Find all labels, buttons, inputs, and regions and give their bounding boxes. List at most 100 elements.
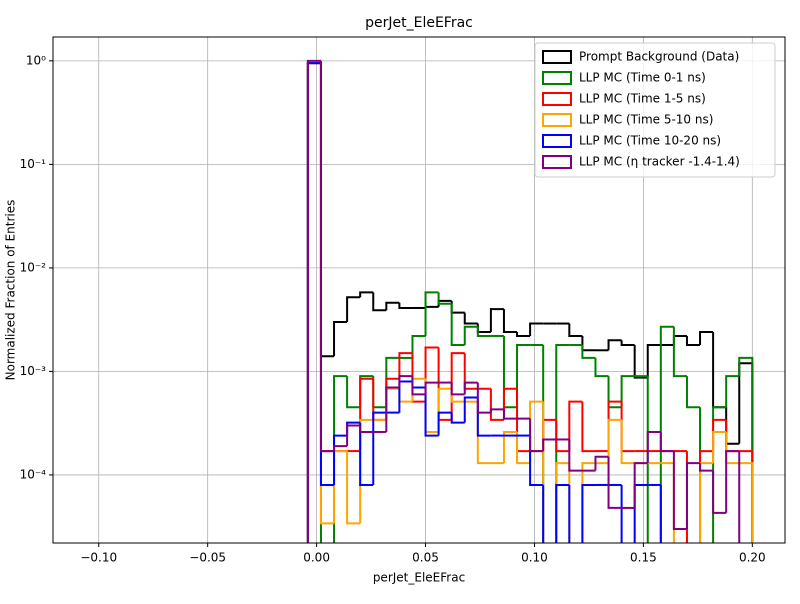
histogram-bin	[739, 462, 754, 543]
histogram-bin	[424, 381, 439, 395]
histogram-bin	[646, 376, 649, 543]
x-tick-label: 0.15	[630, 551, 657, 565]
x-tick-label: 0.10	[521, 551, 548, 565]
histogram-bin	[463, 312, 478, 325]
histogram-bin	[398, 388, 413, 403]
histogram-bin	[346, 296, 361, 323]
histogram-bin	[398, 352, 413, 379]
ticks: −0.10 −0.05 0.00 0.05 0.10 0.15 0.20 10⁻⁴ 10⁻³ 10…	[20, 53, 766, 564]
histogram-bin	[372, 292, 387, 312]
histogram-bin	[581, 335, 596, 352]
x-tick-label: −0.05	[189, 551, 226, 565]
histogram-bin	[620, 401, 635, 453]
histogram-bin	[450, 382, 465, 396]
histogram-bin	[502, 430, 518, 464]
x-axis-label: perJet_EleEFrac	[373, 571, 465, 585]
histogram-bin	[739, 450, 754, 543]
histogram-bin	[333, 445, 348, 452]
histogram-bin	[568, 484, 571, 543]
histogram-bin	[516, 332, 531, 337]
histogram-bin	[568, 323, 583, 337]
histogram-bin	[437, 387, 452, 432]
histogram-bin	[476, 397, 491, 437]
histogram-bin	[437, 411, 452, 436]
histogram-bin	[398, 375, 413, 388]
histogram-bin	[319, 63, 335, 486]
histogram-bin	[529, 418, 544, 453]
histogram-bin	[424, 291, 439, 336]
histogram-bin	[319, 63, 335, 453]
histogram-bin	[646, 430, 661, 464]
histogram-bin	[685, 376, 701, 409]
histogram-bin	[542, 401, 545, 543]
histogram-bin	[738, 356, 754, 543]
histogram-bin	[476, 323, 491, 334]
histogram-bin	[359, 375, 374, 408]
histogram-bin	[633, 462, 648, 508]
histogram-bin	[437, 292, 452, 305]
histogram-bin	[581, 462, 596, 543]
plot-area	[306, 59, 754, 543]
histogram-bin	[333, 434, 348, 485]
histogram-bin	[411, 381, 426, 389]
histogram-bin	[568, 463, 571, 543]
histogram-bin	[620, 484, 623, 543]
histogram-bin	[372, 376, 387, 409]
histogram-bin	[463, 381, 478, 395]
histogram-bin	[502, 309, 518, 334]
x-tick-label: 0.00	[303, 551, 330, 565]
histogram-bin	[385, 386, 400, 432]
histogram-bin	[712, 430, 727, 464]
legend-swatch	[542, 92, 572, 106]
legend-label: LLP MC (Time 10-20 ns)	[579, 134, 721, 148]
histogram-bin	[346, 376, 361, 409]
x-tick-label: −0.10	[80, 551, 117, 565]
histogram-bin	[659, 325, 674, 543]
histogram-bin	[346, 451, 361, 525]
histogram-bin	[333, 450, 348, 524]
histogram-bin	[398, 380, 413, 413]
histogram-bin	[319, 63, 335, 358]
histogram-bin	[620, 375, 635, 408]
histogram-bin	[359, 418, 374, 524]
histogram-bin	[463, 325, 478, 345]
y-tick-label: 10⁰	[26, 53, 46, 67]
histogram-bin	[516, 388, 531, 453]
histogram-bin	[319, 63, 335, 525]
histogram-bin	[529, 322, 544, 336]
series	[306, 59, 741, 543]
histogram-bin	[542, 344, 545, 543]
histogram-bin	[306, 59, 321, 543]
histogram-bin	[712, 418, 727, 452]
histogram-bin	[620, 340, 635, 346]
histogram-bin	[372, 378, 387, 421]
histogram-bin	[725, 450, 740, 513]
histogram-bin	[306, 62, 321, 543]
histogram-bin	[568, 400, 583, 452]
histogram-bin	[450, 352, 465, 420]
histogram-bin	[359, 377, 374, 452]
histogram-bin	[306, 62, 321, 543]
legend-label: LLP MC (Time 5-10 ns)	[579, 113, 713, 127]
y-tick-label: 10⁻³	[20, 364, 47, 378]
y-tick-label: 10⁻⁴	[20, 467, 47, 481]
histogram-bin	[607, 456, 622, 509]
histogram-bin	[542, 418, 557, 452]
histogram-bin	[372, 411, 387, 485]
histogram-bin	[699, 331, 714, 345]
histogram-bin	[489, 408, 504, 413]
histogram-bin	[359, 422, 374, 486]
legend-swatch	[542, 155, 572, 169]
histogram-bin	[385, 387, 400, 420]
histogram-bin	[359, 425, 374, 433]
histogram-bin	[359, 291, 374, 298]
legend-swatch	[542, 71, 572, 85]
y-axis-label: Normalized Fraction of Entries	[4, 200, 18, 381]
histogram-bin	[450, 412, 465, 424]
histogram-bin	[385, 301, 400, 311]
histogram-bin	[594, 357, 609, 378]
histogram-bin	[672, 334, 687, 345]
histogram-bin	[685, 451, 688, 543]
histogram-bin	[685, 335, 701, 346]
histogram-bin	[346, 424, 361, 447]
